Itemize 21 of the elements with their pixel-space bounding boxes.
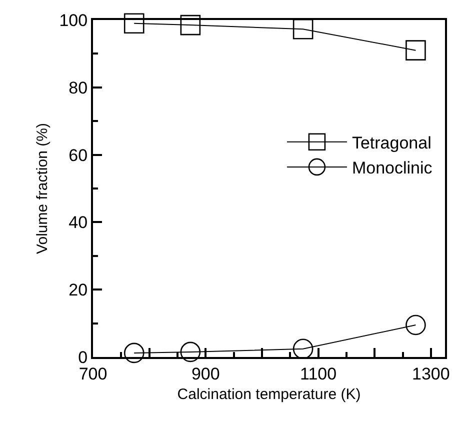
x-tick-label: 700 (78, 364, 108, 384)
y-tick-label: 100 (59, 10, 88, 30)
point (124, 13, 144, 34)
y-tick-label: 20 (68, 280, 88, 300)
point (406, 40, 426, 60)
x-tick-label: 900 (191, 364, 220, 384)
y-tick-label: 80 (68, 78, 88, 98)
y-tick-label: 60 (68, 146, 88, 165)
point (292, 18, 314, 40)
point (406, 314, 426, 336)
point (124, 342, 144, 364)
x-tick-label: 1300 (412, 364, 450, 384)
y-tick-label: 0 (78, 348, 88, 367)
legend-label: Monoclinic (352, 158, 433, 178)
point (180, 342, 201, 362)
y-tick-label: 40 (68, 213, 88, 232)
y-axis-title: Volume fraction (%) (34, 123, 51, 254)
x-tick-label: 1100 (300, 364, 337, 384)
x-axis-title: Calcination temperature (K) (177, 386, 361, 403)
legend-label: Tetragonal (352, 133, 432, 152)
point (180, 14, 201, 36)
